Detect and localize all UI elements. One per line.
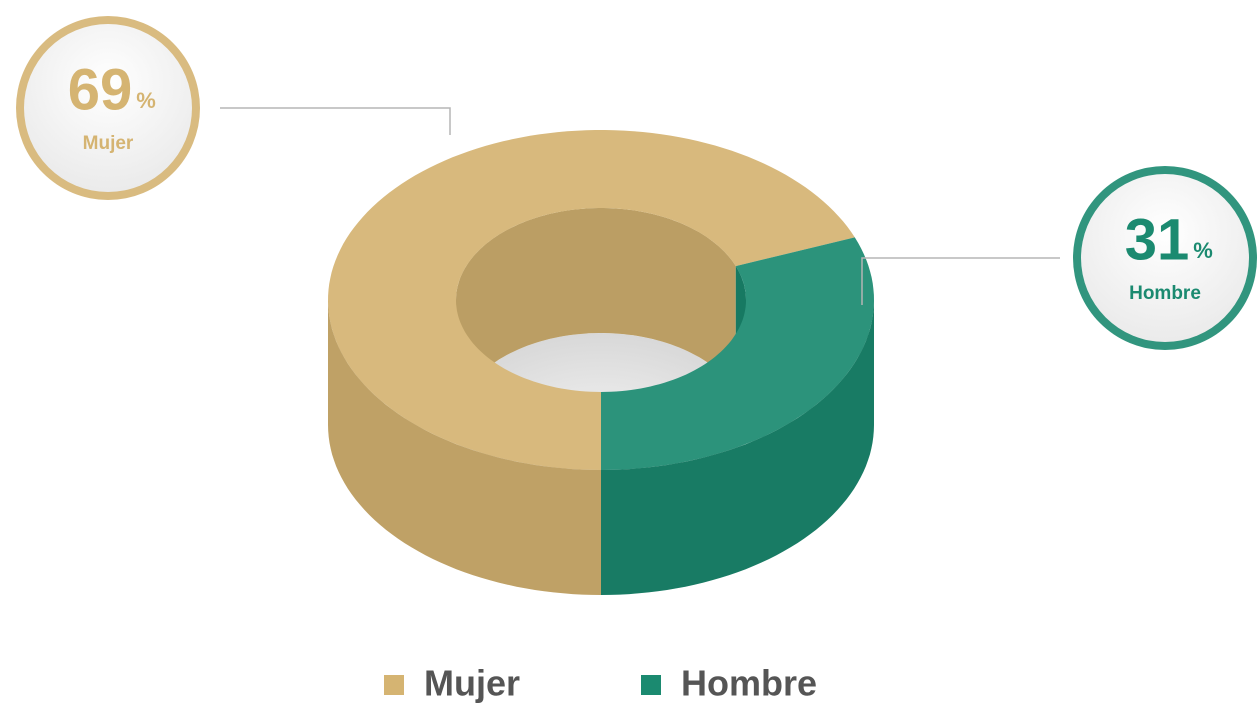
badge-value: 31 [1125,207,1190,272]
legend-label: Hombre [681,663,817,704]
legend-label: Mujer [424,663,520,704]
legend-swatch [384,675,404,695]
badge-unit: % [1193,238,1213,263]
legend-swatch [641,675,661,695]
slice-shade [601,237,874,470]
outer-wall [328,300,601,595]
donut [328,130,874,595]
badge [24,24,192,192]
leader-line [861,257,1060,305]
legend: Mujer Hombre [384,663,817,704]
outer-wall [601,300,874,595]
outer-wall-shade [601,300,874,595]
badge [1081,174,1249,342]
donut-slice [601,237,874,470]
inner-wall-shade [456,208,736,425]
badge-value: 69 [68,57,133,122]
badge-label: Hombre [1129,283,1201,304]
leader-line [220,107,451,135]
inner-wall [456,208,736,425]
donut-slice [328,130,855,470]
badge-label: Mujer [83,133,134,154]
badge-unit: % [136,88,156,113]
outer-wall-shade [328,300,601,595]
slice-shade [328,130,855,470]
